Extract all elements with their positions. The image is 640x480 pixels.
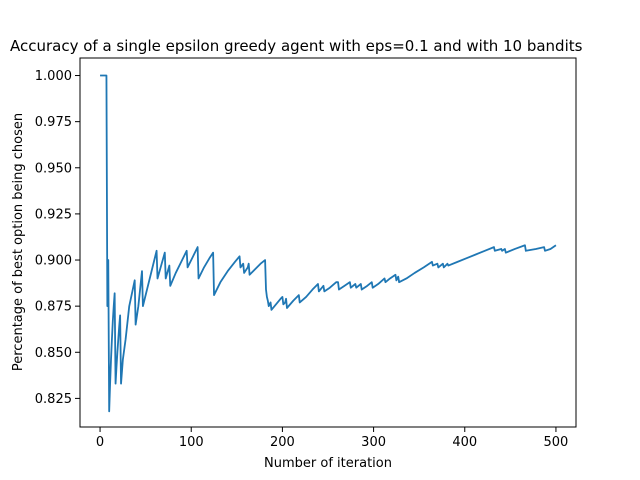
x-axis: 0 100 200 300 400 500 [96,427,568,450]
series-line [100,74,557,413]
x-tick-label: 200 [270,435,295,450]
y-tick-label: 0.925 [35,207,72,222]
x-tick-label: 500 [544,435,569,450]
y-tick-label: 1.000 [35,69,72,84]
y-tick-label: 0.900 [35,254,72,269]
x-tick-label: 300 [361,435,386,450]
y-tick-label: 0.975 [35,115,72,130]
y-tick-label: 0.850 [35,346,72,361]
x-tick-label: 100 [179,435,204,450]
y-axis: 0.825 0.850 0.875 0.900 0.925 0.950 0.975 1.000 [35,69,80,407]
chart-title: Accuracy of a single epsilon greedy agen… [10,37,583,55]
x-tick-label: 400 [452,435,477,450]
y-tick-label: 0.825 [35,392,72,407]
x-tick-label: 0 [96,435,104,450]
plot-area [79,57,577,428]
y-tick-label: 0.875 [35,300,72,315]
x-axis-label: Number of iteration [264,456,392,471]
y-axis-label: Percentage of best option being chosen [11,113,26,371]
y-tick-label: 0.950 [35,161,72,176]
